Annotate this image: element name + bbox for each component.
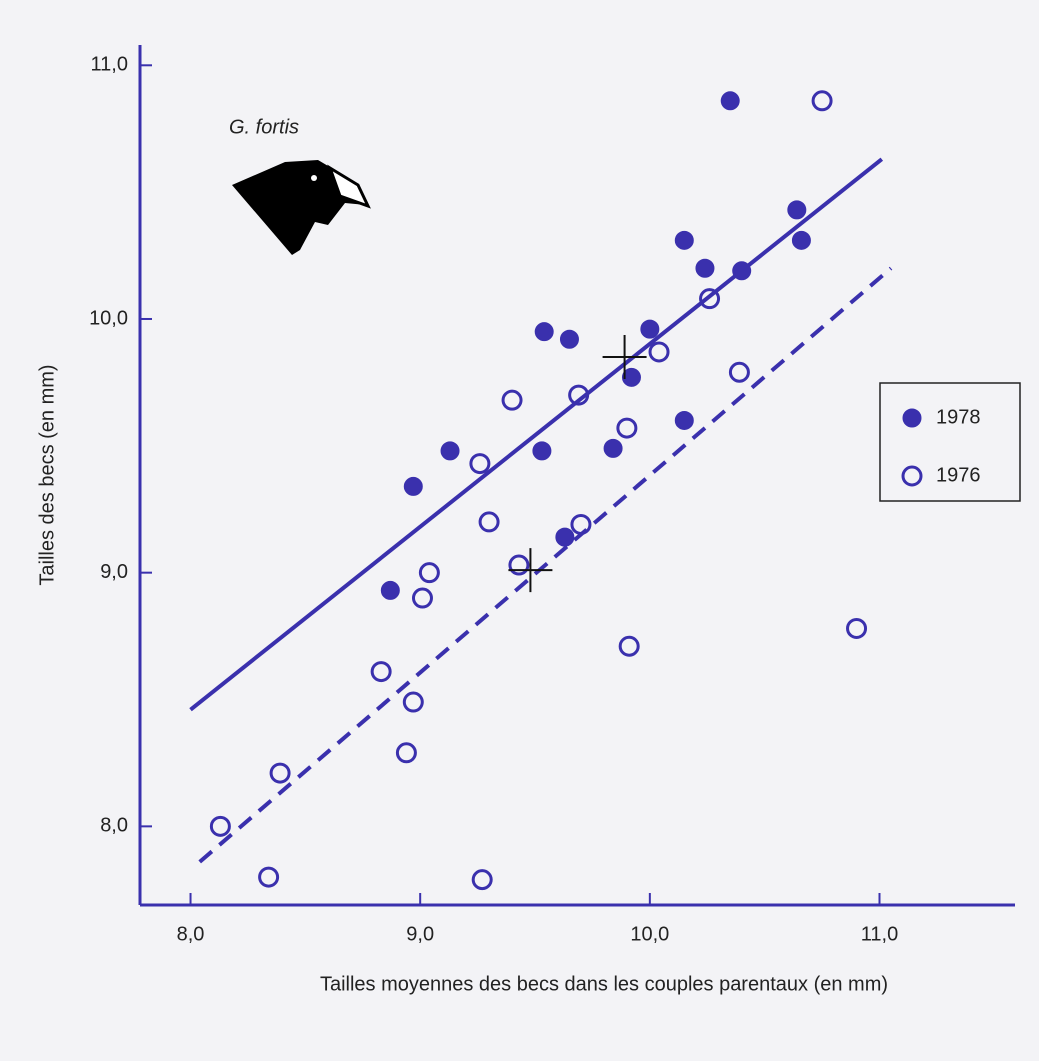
point bbox=[788, 201, 806, 219]
bird-icon bbox=[232, 160, 366, 255]
point bbox=[441, 442, 459, 460]
point bbox=[675, 231, 693, 249]
point bbox=[397, 744, 415, 762]
mean-cross bbox=[508, 548, 552, 592]
point bbox=[733, 262, 751, 280]
point bbox=[420, 564, 438, 582]
point bbox=[271, 764, 289, 782]
legend-marker bbox=[903, 409, 921, 427]
point bbox=[813, 92, 831, 110]
point bbox=[730, 363, 748, 381]
point bbox=[480, 513, 498, 531]
point bbox=[560, 330, 578, 348]
point bbox=[848, 619, 866, 637]
legend-label: 1976 bbox=[936, 464, 981, 486]
legend-marker bbox=[903, 467, 921, 485]
point bbox=[211, 817, 229, 835]
point bbox=[620, 637, 638, 655]
point bbox=[471, 455, 489, 473]
point bbox=[641, 320, 659, 338]
y-tick-label: 8,0 bbox=[100, 815, 128, 837]
y-tick-label: 10,0 bbox=[89, 307, 128, 329]
point bbox=[473, 871, 491, 889]
x-tick-label: 8,0 bbox=[177, 923, 205, 945]
x-tick-label: 9,0 bbox=[406, 923, 434, 945]
point bbox=[503, 391, 521, 409]
point bbox=[381, 581, 399, 599]
point bbox=[413, 589, 431, 607]
point bbox=[675, 411, 693, 429]
point bbox=[372, 663, 390, 681]
point bbox=[404, 477, 422, 495]
y-tick-label: 9,0 bbox=[100, 561, 128, 583]
point bbox=[650, 343, 668, 361]
y-tick-label: 11,0 bbox=[91, 54, 128, 76]
y-axis-label: Tailles des becs (en mm) bbox=[36, 364, 58, 585]
point bbox=[556, 528, 574, 546]
chart: G. fortis Tailles moyennes des becs dans… bbox=[0, 0, 1039, 1061]
point bbox=[510, 556, 528, 574]
point bbox=[260, 868, 278, 886]
point bbox=[533, 442, 551, 460]
mean-cross bbox=[603, 335, 647, 379]
x-tick-label: 10,0 bbox=[630, 923, 669, 945]
bird-eye bbox=[311, 175, 317, 181]
point bbox=[535, 323, 553, 341]
x-tick-label: 11,0 bbox=[861, 923, 898, 945]
point bbox=[792, 231, 810, 249]
point bbox=[604, 439, 622, 457]
legend-label: 1978 bbox=[936, 406, 981, 428]
point bbox=[721, 92, 739, 110]
point bbox=[618, 419, 636, 437]
point bbox=[696, 259, 714, 277]
point bbox=[404, 693, 422, 711]
annotation: G. fortis bbox=[229, 116, 299, 138]
point bbox=[572, 515, 590, 533]
fit-line bbox=[200, 268, 891, 862]
x-axis-label: Tailles moyennes des becs dans les coupl… bbox=[320, 973, 888, 995]
